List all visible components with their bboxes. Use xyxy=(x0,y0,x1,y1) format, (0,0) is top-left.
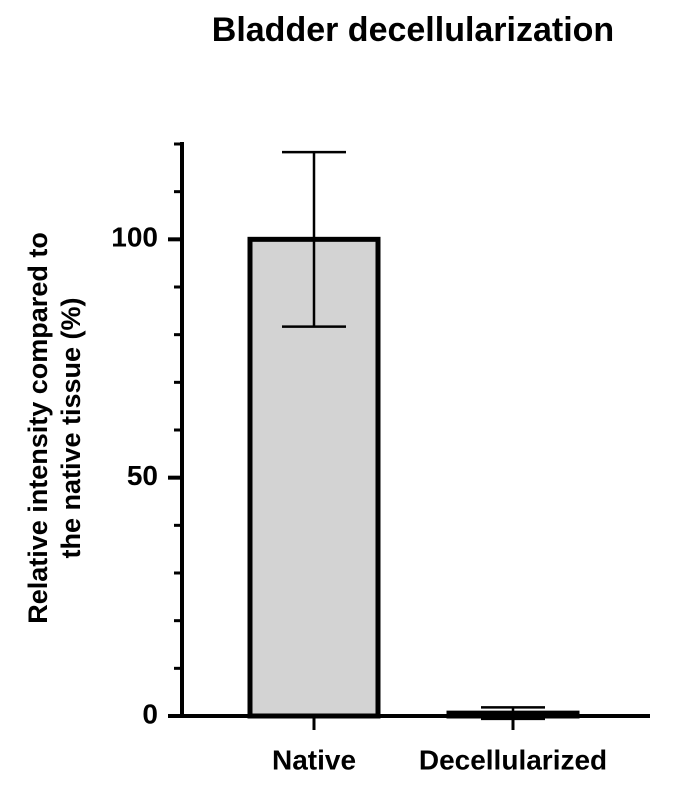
y-tick-label: 50 xyxy=(127,460,158,491)
bar xyxy=(247,236,381,719)
y-axis-label-line: Relative intensity compared to xyxy=(23,232,53,624)
y-axis-label: Relative intensity compared to the nativ… xyxy=(23,232,86,624)
y-tick-label: 100 xyxy=(111,222,158,253)
error-bar xyxy=(481,706,545,721)
y-axis-label-line: the native tissue (%) xyxy=(56,297,86,558)
x-tick-label: Decellularized xyxy=(419,744,607,775)
x-tick-label: Native xyxy=(272,744,356,775)
error-bar xyxy=(282,150,346,328)
chart-title: Bladder decellularization xyxy=(212,11,614,49)
y-tick-label: 0 xyxy=(142,698,158,729)
